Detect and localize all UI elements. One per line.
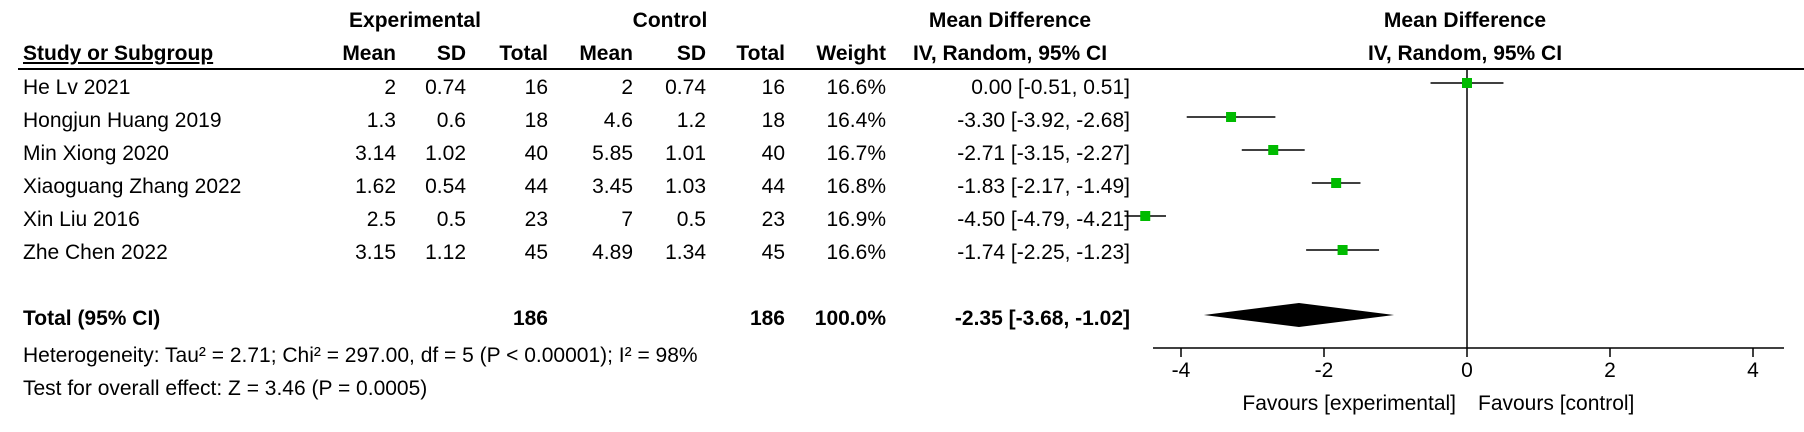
effect-ci: -2.71 [-3.15, -2.27] (957, 142, 1130, 165)
total-effect-ci: -2.35 [-3.68, -1.02] (954, 307, 1130, 330)
ctl-sd: 0.74 (665, 76, 706, 99)
effect-ci: -1.83 [-2.17, -1.49] (957, 175, 1130, 198)
exp-mean: 1.3 (366, 109, 396, 132)
exp-total: 16 (524, 76, 548, 99)
ctl-mean: 3.45 (592, 175, 633, 198)
ctl-total: 44 (761, 175, 785, 198)
study-name: Zhe Chen 2022 (23, 241, 168, 264)
plot-subtitle: IV, Random, 95% CI (1367, 42, 1563, 65)
favours-experimental-label: Favours [experimental] (1242, 392, 1456, 415)
effect-ci: -3.30 [-3.92, -2.68] (957, 109, 1130, 132)
exp-mean: 2 (384, 76, 396, 99)
weight: 16.9% (826, 208, 886, 231)
study-name: Min Xiong 2020 (23, 142, 169, 165)
study-name: Xiaoguang Zhang 2022 (23, 175, 242, 198)
study-column-header: Study or Subgroup (23, 42, 214, 65)
study-name: Hongjun Huang 2019 (23, 109, 222, 132)
study-effect-marker (1226, 112, 1237, 122)
total-exp-total: 186 (512, 307, 548, 330)
ctl-sd: 1.2 (676, 109, 706, 132)
effect-ci: -1.74 [-2.25, -1.23] (957, 241, 1130, 264)
ctl-mean: 7 (621, 208, 633, 231)
exp-sd: 0.6 (436, 109, 466, 132)
ctl-sd: 1.01 (665, 142, 706, 165)
weight: 16.6% (826, 76, 886, 99)
ctl-total-header: Total (736, 42, 785, 65)
ctl-sd: 1.34 (665, 241, 706, 264)
overall-effect-text: Test for overall effect: Z = 3.46 (P = 0… (23, 377, 428, 400)
total-weight: 100.0% (814, 307, 886, 330)
x-axis-tick-label: -4 (1172, 359, 1191, 382)
weight: 16.7% (826, 142, 886, 165)
exp-mean: 3.14 (355, 142, 396, 165)
exp-mean: 3.15 (355, 241, 396, 264)
ctl-total: 40 (761, 142, 785, 165)
exp-total: 18 (524, 109, 548, 132)
x-axis-tick-label: 4 (1747, 359, 1759, 382)
ctl-mean-header: Mean (579, 42, 633, 65)
exp-sd: 0.5 (436, 208, 466, 231)
exp-total: 23 (524, 208, 548, 231)
exp-sd-header: SD (436, 42, 466, 65)
plot-title: Mean Difference (1383, 9, 1547, 32)
study-effect-marker (1140, 211, 1151, 221)
exp-sd: 0.54 (425, 175, 466, 198)
pooled-effect-diamond (1203, 303, 1395, 327)
experimental-group-header: Experimental (349, 9, 481, 32)
ctl-sd: 0.5 (676, 208, 706, 231)
ctl-sd-header: SD (676, 42, 706, 65)
total-label: Total (95% CI) (23, 307, 161, 330)
exp-total: 44 (524, 175, 548, 198)
ctl-total: 16 (761, 76, 785, 99)
exp-sd: 1.02 (425, 142, 466, 165)
exp-sd: 1.12 (425, 241, 466, 264)
study-name: Xin Liu 2016 (23, 208, 140, 231)
total-ctl-total: 186 (749, 307, 785, 330)
ctl-mean: 5.85 (592, 142, 633, 165)
effect-method-header: IV, Random, 95% CI (912, 42, 1108, 65)
exp-total-header: Total (499, 42, 548, 65)
x-axis-tick-label: 0 (1461, 359, 1473, 382)
effect-column-title: Mean Difference (928, 9, 1092, 32)
weight: 16.8% (826, 175, 886, 198)
control-group-header: Control (632, 9, 708, 32)
study-name: He Lv 2021 (23, 76, 131, 99)
exp-total: 45 (524, 241, 548, 264)
exp-sd: 0.74 (425, 76, 466, 99)
ctl-total: 23 (761, 208, 785, 231)
effect-ci: -4.50 [-4.79, -4.21] (957, 208, 1130, 231)
exp-total: 40 (524, 142, 548, 165)
header-divider (18, 68, 1804, 70)
x-axis-tick-label: -2 (1315, 359, 1334, 382)
heterogeneity-text: Heterogeneity: Tau² = 2.71; Chi² = 297.0… (23, 344, 698, 367)
x-axis-tick-label: 2 (1604, 359, 1616, 382)
study-effect-marker (1331, 178, 1342, 188)
effect-ci: 0.00 [-0.51, 0.51] (971, 76, 1130, 99)
exp-mean-header: Mean (342, 42, 396, 65)
ctl-total: 18 (761, 109, 785, 132)
ctl-total: 45 (761, 241, 785, 264)
ctl-mean: 4.6 (603, 109, 633, 132)
weight: 16.6% (826, 241, 886, 264)
exp-mean: 2.5 (366, 208, 396, 231)
favours-control-label: Favours [control] (1478, 392, 1635, 415)
study-effect-marker (1268, 145, 1279, 155)
study-effect-marker (1337, 245, 1348, 255)
study-effect-marker (1462, 78, 1472, 88)
ctl-mean: 2 (621, 76, 633, 99)
ctl-mean: 4.89 (592, 241, 633, 264)
weight: 16.4% (826, 109, 886, 132)
weight-header: Weight (816, 42, 886, 65)
ctl-sd: 1.03 (665, 175, 706, 198)
exp-mean: 1.62 (355, 175, 396, 198)
